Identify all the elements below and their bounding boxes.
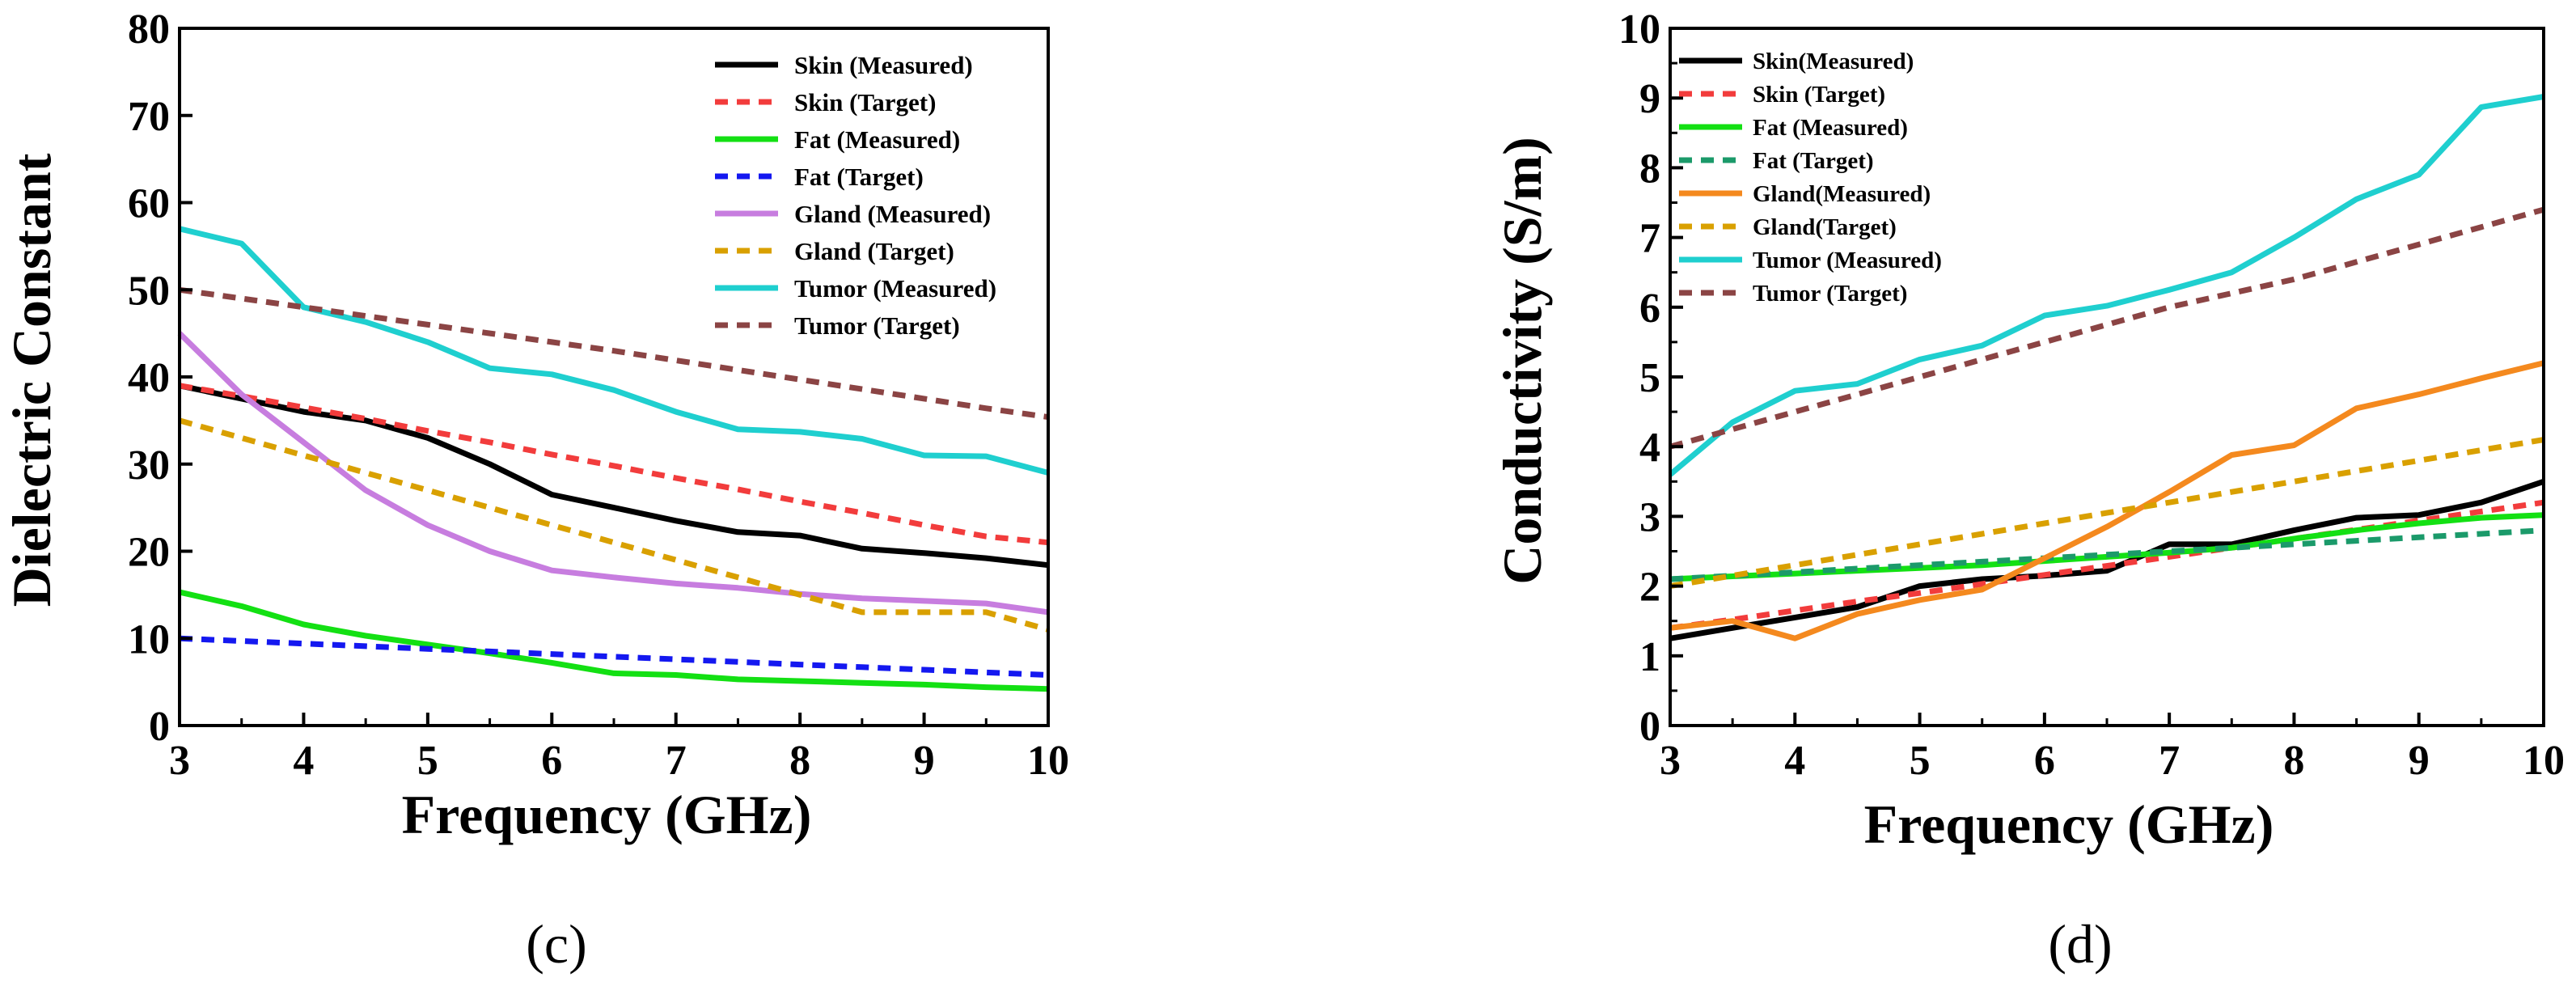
chart-c-y-tick-label-6: 60 [128, 181, 170, 227]
legend-c-label-5: Gland (Target) [794, 237, 954, 265]
chart-d-x-tick-label-6: 9 [2409, 738, 2430, 784]
chart-c: 3 4 5 6 7 8 9 10 0 10 20 30 40 50 60 70 80 Frequency (GH… [1, 6, 1069, 975]
chart-d-y-tick-label-1: 1 [1639, 634, 1660, 680]
chart-d-y-tick-label-2: 2 [1639, 565, 1660, 611]
legend-d-label-5: Gland(Target) [1753, 214, 1897, 240]
chart-d-series-0 [1669, 478, 2545, 641]
chart-c-series-0 [179, 383, 1049, 569]
legend-c-label-4: Gland (Measured) [794, 200, 991, 228]
chart-c-y-axis-label: Dielectric Constant [1, 153, 62, 607]
chart-c-series-3 [179, 635, 1049, 678]
legend-d-label-3: Fat (Target) [1753, 148, 1874, 174]
chart-d-x-tick-label-0: 3 [1660, 738, 1681, 784]
legend-d-label-0: Skin(Measured) [1753, 49, 1914, 74]
chart-c-y-tick-label-1: 10 [128, 616, 170, 662]
legend-d-label-7: Tumor (Target) [1753, 281, 1907, 307]
chart-d-y-tick-label-7: 7 [1639, 216, 1660, 262]
chart-c-tick-labels: 3 4 5 6 7 8 9 10 0 10 20 30 40 50 60 70 80 [128, 6, 1069, 784]
legend-c-label-2: Fat (Measured) [794, 125, 960, 154]
chart-d-x-axis-label: Frequency (GHz) [1864, 793, 2274, 855]
chart-d-y-tick-label-3: 3 [1639, 494, 1660, 540]
chart-c-y-tick-label-8: 80 [128, 6, 170, 53]
chart-c-series-2 [179, 589, 1049, 692]
chart-d-y-tick-label-0: 0 [1639, 704, 1660, 750]
panel-d-label: (d) [2048, 913, 2112, 975]
chart-c-series-6 [179, 226, 1049, 476]
chart-c-x-tick-label-0: 3 [169, 738, 190, 784]
chart-d-x-tick-label-3: 6 [2034, 738, 2055, 784]
chart-d-series-layer [1668, 94, 2545, 641]
chart-d-series-3 [1669, 527, 2544, 582]
chart-d: 3 4 5 6 7 8 9 10 0 1 2 3 4 5 6 7 8 9 10 Frequency (GHz) Co… [1491, 6, 2565, 975]
chart-d-x-tick-label-2: 5 [1910, 738, 1931, 784]
chart-c-x-tick-label-5: 8 [789, 738, 810, 784]
chart-d-y-tick-label-4: 4 [1639, 425, 1660, 471]
chart-c-series-4 [177, 331, 1049, 616]
chart-d-axes [1669, 27, 2545, 727]
chart-c-y-tick-label-3: 30 [128, 442, 170, 489]
chart-d-series-1 [1669, 499, 2544, 631]
chart-c-series-1 [179, 383, 1049, 546]
legend-c-label-1: Skin (Target) [794, 88, 936, 116]
legend-d-label-2: Fat (Measured) [1753, 115, 1908, 141]
chart-c-legend: Skin (Measured) Skin (Target) Fat (Measu… [715, 51, 996, 340]
chart-c-x-tick-label-2: 5 [417, 738, 438, 784]
chart-d-series-4 [1669, 360, 2544, 641]
legend-d-label-1: Skin (Target) [1753, 82, 1885, 108]
chart-c-x-tick-label-4: 7 [666, 738, 687, 784]
chart-d-series-5 [1669, 437, 2544, 590]
chart-d-y-axis-label: Conductivity (S/m) [1491, 137, 1553, 584]
chart-d-x-tick-label-4: 7 [2159, 738, 2180, 784]
legend-c-label-0: Skin (Measured) [794, 51, 973, 79]
chart-c-series-layer [177, 226, 1049, 692]
chart-c-x-tick-label-6: 9 [914, 738, 935, 784]
chart-d-legend: Skin(Measured) Skin (Target) Fat (Measur… [1679, 49, 1942, 307]
legend-d-label-4: Gland(Measured) [1753, 181, 1931, 207]
chart-d-tick-labels: 3 4 5 6 7 8 9 10 0 1 2 3 4 5 6 7 8 9 10 [1618, 6, 2565, 784]
chart-c-x-tick-label-7: 10 [1027, 738, 1069, 784]
chart-c-x-tick-label-3: 6 [541, 738, 562, 784]
chart-d-series-7 [1669, 206, 2544, 450]
legend-c-label-3: Fat (Target) [794, 163, 924, 191]
chart-c-x-tick-label-1: 4 [293, 738, 314, 784]
chart-d-series-6 [1668, 94, 2544, 477]
chart-d-x-tick-label-7: 10 [2523, 738, 2565, 784]
legend-d-label-6: Tumor (Measured) [1753, 248, 1942, 273]
chart-d-y-tick-label-10: 10 [1618, 6, 1660, 53]
chart-c-series-7 [179, 286, 1049, 421]
chart-d-x-tick-label-1: 4 [1784, 738, 1805, 784]
legend-c-label-7: Tumor (Target) [794, 311, 960, 340]
chart-c-y-tick-label-0: 0 [149, 704, 170, 750]
chart-c-y-tick-label-2: 20 [128, 530, 170, 576]
chart-d-y-tick-label-6: 6 [1639, 286, 1660, 332]
chart-c-series-5 [179, 417, 1049, 633]
chart-d-y-tick-label-8: 8 [1639, 146, 1660, 192]
chart-d-y-tick-label-9: 9 [1639, 76, 1660, 122]
chart-d-x-tick-label-5: 8 [2283, 738, 2304, 784]
panel-c-label: (c) [526, 913, 586, 975]
chart-c-x-axis-label: Frequency (GHz) [402, 784, 812, 845]
chart-c-axes [178, 27, 1050, 727]
chart-c-y-tick-label-4: 40 [128, 355, 170, 401]
chart-c-y-tick-label-7: 70 [128, 94, 170, 140]
chart-c-y-tick-label-5: 50 [128, 268, 170, 314]
legend-c-label-6: Tumor (Measured) [794, 274, 996, 303]
chart-d-y-tick-label-5: 5 [1639, 355, 1660, 401]
